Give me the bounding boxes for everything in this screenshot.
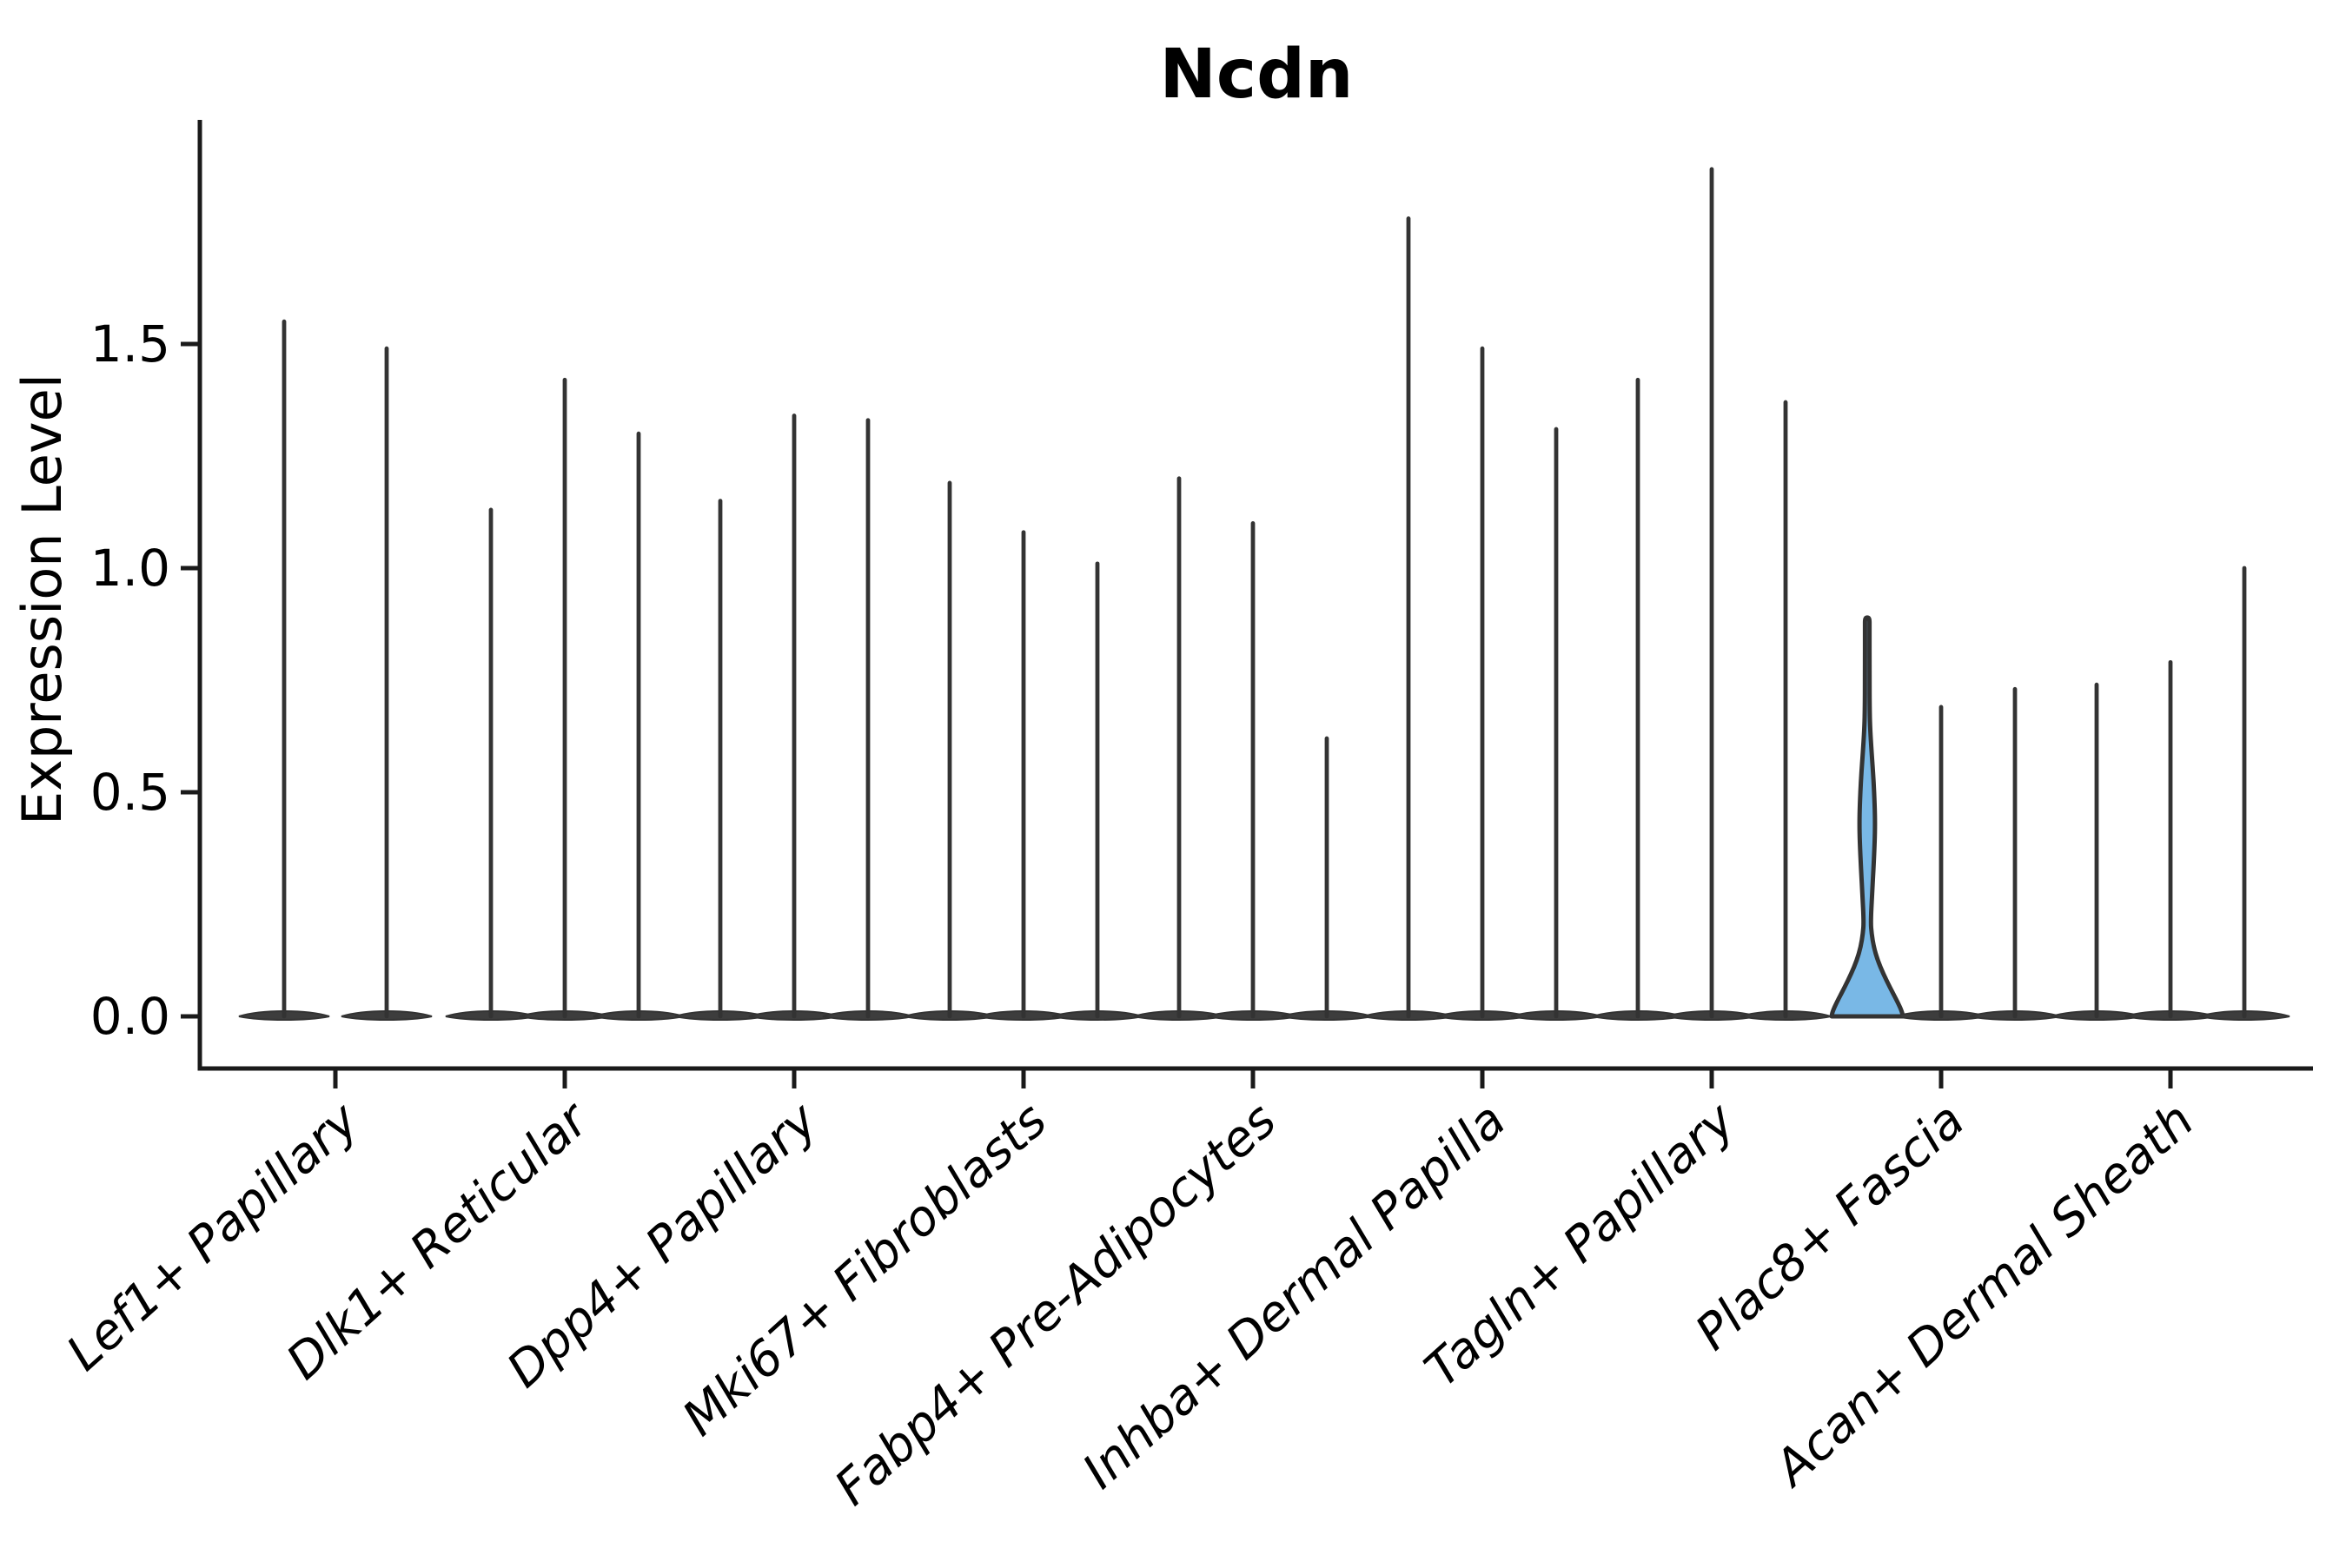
chart-title: Ncdn: [1160, 36, 1354, 114]
x-tick-label: Fabp4+ Pre-Adipocytes: [825, 1092, 1288, 1517]
x-tick-label: Mki67+ Fibroblasts: [673, 1092, 1058, 1447]
y-axis-label: Expression Level: [10, 374, 74, 825]
y-tick-label: 1.5: [90, 314, 170, 374]
y-tick-label: 0.5: [90, 763, 170, 822]
x-tick-label: Acan+ Dermal Sheath: [1762, 1092, 2204, 1499]
violin-highlighted: [1829, 615, 1905, 1019]
y-tick-label: 1.0: [90, 539, 170, 598]
x-tick-label: Inhba+ Dermal Papilla: [1072, 1092, 1516, 1500]
y-tick-label: 0.0: [90, 987, 170, 1046]
